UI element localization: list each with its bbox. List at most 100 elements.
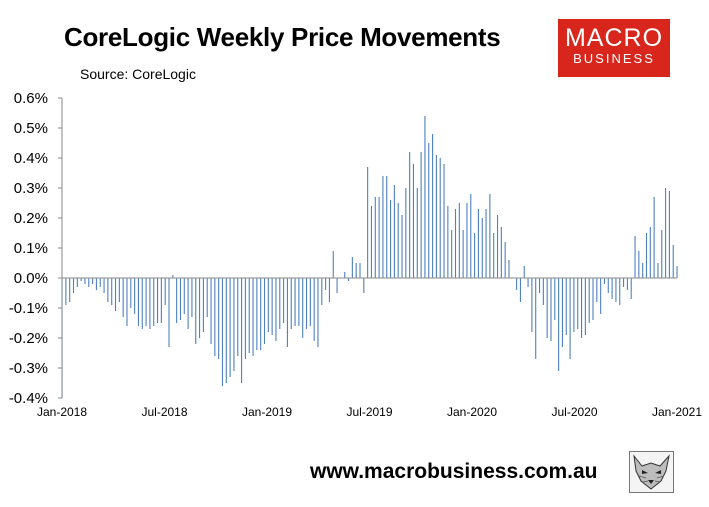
bar-week-78: [355, 263, 357, 278]
bar-week-37: [199, 278, 201, 338]
bar-week-112: [485, 209, 487, 278]
bar-week-158: [661, 230, 663, 278]
macrobusiness-logo: MACRO BUSINESS: [558, 19, 670, 77]
bar-week-162: [676, 266, 678, 278]
bar-week-32: [179, 278, 182, 320]
bar-week-20: [134, 278, 136, 314]
bar-week-54: [263, 278, 266, 344]
y-tick-label: -0.3%: [9, 360, 48, 377]
bar-week-48: [241, 278, 243, 383]
bar-week-69: [321, 278, 323, 305]
bar-week-45: [229, 278, 231, 377]
bar-week-101: [443, 164, 445, 278]
bar-week-105: [458, 203, 460, 278]
bar-week-99: [435, 155, 437, 278]
bar-week-49: [244, 278, 246, 359]
bar-week-43: [221, 278, 224, 386]
bar-week-56: [271, 278, 273, 335]
bar-week-106: [462, 230, 464, 278]
bar-week-19: [130, 278, 132, 308]
bar-week-142: [600, 278, 602, 314]
logo-line-business: BUSINESS: [573, 51, 655, 66]
bar-week-35: [191, 278, 193, 317]
bar-week-128: [546, 278, 548, 338]
y-tick-label: 0.5%: [14, 120, 48, 137]
bar-week-150: [630, 278, 632, 299]
website-url: www.macrobusiness.com.au: [310, 460, 598, 483]
x-tick-label: Jul-2018: [141, 405, 187, 419]
bar-week-94: [416, 188, 418, 278]
bar-week-144: [607, 278, 609, 293]
bar-week-153: [642, 263, 644, 278]
bar-week-3: [69, 278, 71, 302]
bar-week-160: [668, 191, 670, 278]
bar-week-8: [88, 278, 90, 287]
x-tick-label: Jan-2020: [447, 405, 497, 419]
bar-week-91: [405, 188, 407, 278]
bar-week-44: [225, 278, 227, 383]
bar-week-132: [561, 278, 563, 347]
bar-week-24: [149, 278, 151, 329]
x-tick-label: Jul-2020: [551, 405, 597, 419]
bar-week-65: [305, 278, 308, 329]
bar-week-6: [80, 278, 82, 281]
bar-week-50: [248, 278, 250, 353]
price-movements-chart: -0.4% -0.3% -0.2% -0.1% 0.0% 0.1% 0.2% 0.3% 0.4%…: [9, 90, 703, 419]
bar-week-68: [317, 278, 319, 347]
bar-week-13: [107, 278, 109, 302]
bar-week-12: [103, 278, 105, 293]
chart-title: CoreLogic Weekly Price Movements: [64, 22, 501, 52]
bar-week-100: [439, 158, 441, 278]
bar-week-110: [477, 209, 479, 278]
bar-week-51: [252, 278, 254, 356]
bar-week-79: [359, 263, 361, 278]
bar-week-57: [275, 278, 277, 341]
bar-week-108: [470, 194, 472, 278]
bar-week-18: [126, 278, 128, 326]
bar-week-7: [84, 278, 86, 284]
bar-week-53: [260, 278, 262, 350]
bar-week-29: [168, 278, 170, 347]
bar-week-90: [401, 215, 403, 278]
bar-week-148: [623, 278, 625, 287]
x-tick-label: Jul-2019: [346, 405, 392, 419]
bar-week-134: [569, 278, 571, 359]
bar-week-89: [397, 203, 399, 278]
bar-week-102: [447, 206, 449, 278]
bar-week-47: [237, 278, 239, 356]
bar-week-40: [210, 278, 212, 344]
bar-week-77: [351, 257, 353, 278]
bar-week-81: [367, 167, 369, 278]
bar-week-4: [72, 278, 75, 293]
bar-week-22: [141, 278, 143, 329]
bar-week-82: [370, 206, 373, 278]
bar-week-42: [218, 278, 220, 359]
y-tick-label: -0.1%: [9, 300, 48, 317]
x-tick-label: Jan-2019: [242, 405, 292, 419]
bar-week-14: [111, 278, 113, 305]
bar-week-98: [432, 134, 434, 278]
y-tick-label: -0.4%: [9, 390, 48, 407]
y-tick-label: 0.1%: [14, 240, 48, 257]
bar-week-27: [160, 278, 162, 323]
bar-week-159: [665, 188, 667, 278]
bar-week-46: [233, 278, 235, 371]
y-tick-label: 0.6%: [14, 90, 48, 107]
bar-week-58: [279, 278, 281, 329]
y-tick-label: -0.2%: [9, 330, 48, 347]
logo-line-macro: MACRO: [564, 24, 664, 52]
bar-week-149: [626, 278, 628, 290]
bar-week-28: [164, 278, 166, 305]
bar-week-62: [294, 278, 296, 326]
bar-week-103: [451, 230, 453, 278]
bar-week-137: [581, 278, 583, 338]
bar-week-16: [118, 278, 120, 302]
bar-week-115: [496, 215, 499, 278]
chart-source: Source: CoreLogic: [80, 66, 196, 82]
bar-week-161: [672, 245, 674, 278]
bar-week-125: [535, 278, 537, 359]
bar-week-120: [516, 278, 518, 290]
bar-week-72: [332, 251, 334, 278]
bar-week-38: [202, 278, 204, 332]
y-tick-label: 0.4%: [14, 150, 48, 167]
